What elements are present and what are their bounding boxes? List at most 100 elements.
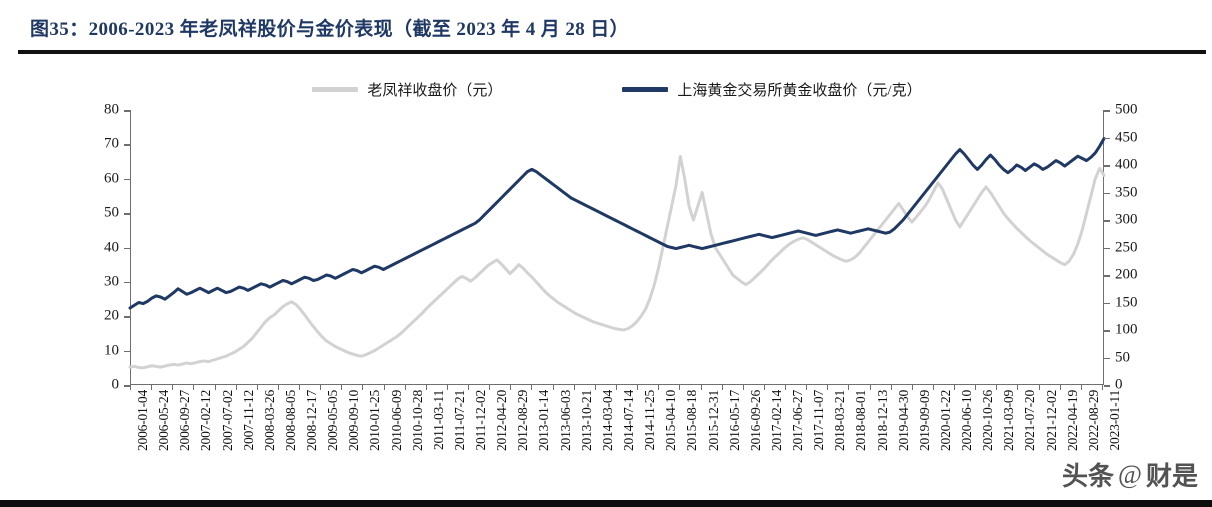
x-axis-tick bbox=[425, 385, 427, 390]
right-axis-tick-label: 500 bbox=[1115, 101, 1138, 118]
x-axis-tick-label: 2009-05-05 bbox=[325, 390, 341, 451]
x-axis-tick-label: 2021-12-02 bbox=[1043, 390, 1059, 451]
x-axis-tick-label: 2020-01-22 bbox=[937, 390, 953, 451]
x-axis-tick bbox=[151, 385, 153, 390]
x-axis-tick-label: 2021-07-20 bbox=[1022, 390, 1038, 451]
right-axis-tick-label: 250 bbox=[1115, 239, 1138, 255]
x-axis-tick-label: 2014-11-25 bbox=[642, 390, 658, 451]
x-axis-tick-label: 2016-05-17 bbox=[726, 390, 742, 451]
right-axis-tick bbox=[1104, 302, 1110, 304]
left-axis-tick bbox=[124, 316, 130, 318]
x-axis-tick bbox=[911, 385, 913, 390]
x-axis-tick bbox=[1080, 385, 1082, 390]
left-axis-tick bbox=[124, 385, 130, 387]
x-axis-tick-label: 2008-12-17 bbox=[304, 390, 320, 451]
x-axis-tick bbox=[700, 385, 702, 390]
x-axis-tick bbox=[742, 385, 744, 390]
left-axis-tick-label: 40 bbox=[104, 239, 119, 255]
left-axis-tick bbox=[124, 144, 130, 146]
x-axis-tick-label: 2015-04-10 bbox=[663, 390, 679, 451]
right-axis-tick-label: 150 bbox=[1115, 294, 1138, 310]
right-axis-tick bbox=[1104, 247, 1110, 249]
x-axis-tick-label: 2007-07-02 bbox=[219, 390, 235, 451]
series-line-gold-price bbox=[130, 139, 1104, 308]
x-axis-tick-label: 2017-11-07 bbox=[811, 390, 827, 451]
left-axis-tick bbox=[124, 213, 130, 215]
x-axis-tick bbox=[996, 385, 998, 390]
x-axis-tick-label: 2023-01-11 bbox=[1107, 390, 1122, 451]
x-axis-tick bbox=[890, 385, 892, 390]
x-axis-tick-label: 2019-04-30 bbox=[895, 390, 911, 451]
plot-frame bbox=[130, 110, 1104, 385]
right-axis-tick-label: 300 bbox=[1115, 211, 1138, 228]
right-axis-tick bbox=[1104, 330, 1110, 332]
x-axis-tick bbox=[320, 385, 322, 390]
right-axis-tick bbox=[1104, 110, 1110, 112]
legend-swatch-icon bbox=[622, 86, 669, 92]
x-axis-tick-label: 2014-07-14 bbox=[621, 390, 636, 451]
x-axis-tick bbox=[489, 385, 491, 390]
left-axis-tick-label: 60 bbox=[104, 170, 119, 187]
x-axis-tick bbox=[446, 385, 448, 390]
x-axis-tick bbox=[193, 385, 195, 390]
x-axis-tick bbox=[848, 385, 850, 390]
right-axis-tick bbox=[1104, 385, 1110, 387]
right-axis-tick-label: 0 bbox=[1115, 376, 1123, 393]
right-axis-tick bbox=[1104, 192, 1110, 194]
right-axis-tick bbox=[1104, 165, 1110, 167]
x-axis-tick bbox=[1102, 385, 1103, 390]
x-axis-tick-label: 2020-06-10 bbox=[959, 390, 975, 451]
x-axis-tick-label: 2017-02-14 bbox=[768, 390, 784, 451]
chart-series-canvas bbox=[130, 110, 1104, 385]
legend-item-stock-price: 老凤祥收盘价（元） bbox=[312, 79, 502, 100]
legend-item-gold-price: 上海黄金交易所黄金收盘价（元/克） bbox=[622, 79, 922, 100]
left-axis-tick bbox=[124, 247, 130, 249]
x-axis-tick-label: 2009-09-10 bbox=[346, 390, 362, 451]
left-axis-tick bbox=[124, 178, 130, 181]
left-axis-tick bbox=[124, 350, 130, 353]
x-axis-tick-label: 2015-08-18 bbox=[684, 390, 700, 451]
x-axis-tick bbox=[869, 385, 871, 390]
left-axis-tick-label: 70 bbox=[104, 135, 119, 152]
right-axis-tick-label: 400 bbox=[1115, 156, 1138, 173]
x-axis-tick-label: 2018-03-21 bbox=[832, 390, 848, 451]
x-axis-tick-label: 2013-06-03 bbox=[557, 390, 573, 451]
x-axis-tick-label: 2006-05-24 bbox=[156, 390, 172, 451]
x-axis-tick bbox=[658, 385, 660, 390]
x-axis-tick-label: 2015-12-31 bbox=[705, 390, 721, 451]
left-axis-tick-label: 20 bbox=[104, 307, 119, 324]
right-axis-tick-label: 100 bbox=[1115, 321, 1138, 338]
x-axis-tick-label: 2010-06-09 bbox=[388, 390, 404, 451]
x-axis-tick bbox=[235, 385, 237, 390]
x-axis-tick bbox=[827, 385, 829, 390]
left-axis-tick-label: 0 bbox=[111, 376, 120, 393]
page-title: 图35：2006-2023 年老凤祥股价与金价表现（截至 2023 年 4 月 … bbox=[30, 19, 630, 40]
x-axis-tick bbox=[468, 385, 470, 390]
x-axis-tick bbox=[383, 385, 385, 390]
x-axis-tick-label: 2012-08-29 bbox=[515, 390, 531, 451]
x-axis-tick-label: 2022-04-19 bbox=[1064, 390, 1080, 451]
x-axis-tick bbox=[806, 385, 808, 390]
x-axis-tick bbox=[932, 385, 934, 390]
x-axis-tick-label: 2018-08-01 bbox=[853, 390, 869, 451]
title-divider bbox=[18, 50, 1206, 54]
x-axis-tick-label: 2011-07-21 bbox=[451, 390, 467, 451]
right-axis-tick-label: 50 bbox=[1115, 349, 1130, 365]
x-axis-tick bbox=[594, 385, 596, 390]
x-axis-tick bbox=[679, 385, 681, 390]
x-axis-tick-label: 2013-01-14 bbox=[536, 390, 552, 451]
legend-label-stock-price: 老凤祥收盘价（元） bbox=[367, 82, 503, 99]
x-axis-tick bbox=[1038, 385, 1040, 390]
x-axis-tick-label: 2018-12-13 bbox=[874, 390, 890, 451]
right-axis-tick-label: 350 bbox=[1115, 184, 1138, 200]
x-axis-tick bbox=[785, 385, 787, 390]
x-axis-tick bbox=[299, 385, 301, 390]
x-axis-tick-label: 2010-10-28 bbox=[409, 390, 425, 451]
x-axis-tick bbox=[277, 385, 279, 390]
x-axis-tick bbox=[341, 385, 343, 390]
x-axis-tick-label: 2008-08-05 bbox=[282, 390, 298, 451]
left-axis-tick bbox=[124, 281, 130, 284]
x-axis-tick-label: 2011-03-11 bbox=[430, 390, 446, 450]
x-axis-tick-label: 2016-09-26 bbox=[747, 390, 763, 451]
x-axis-tick bbox=[616, 385, 617, 390]
